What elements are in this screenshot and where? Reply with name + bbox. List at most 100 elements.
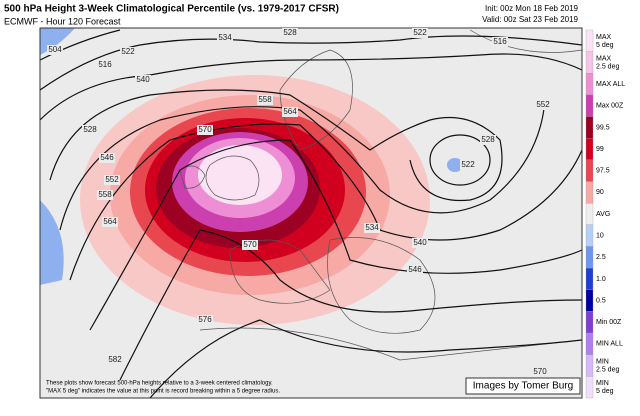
contour-label: 534 [365, 223, 379, 232]
contour-label-bg [460, 160, 476, 170]
map [40, 28, 582, 398]
legend-swatch [585, 51, 594, 74]
legend-swatch [585, 29, 594, 52]
legend-swatch [585, 116, 594, 139]
legend-label: MIN 2.5 deg [596, 358, 619, 373]
contour-label-bg [197, 125, 213, 135]
credit-box [465, 377, 581, 395]
legend-label: MAX 2.5 deg [596, 55, 619, 70]
blue-area [447, 158, 463, 172]
legend-swatch [585, 246, 594, 269]
contour-label-bg [47, 45, 63, 55]
contour-label-bg [135, 75, 151, 85]
contour-label: 534 [218, 33, 232, 42]
contour-label-bg [412, 238, 428, 248]
contour-label: 528 [283, 28, 297, 37]
legend-label: 2.5 [596, 254, 606, 261]
legend-label: 90 [596, 189, 604, 196]
legend-label: MAX ALL [596, 81, 625, 88]
legend-swatch [585, 73, 594, 96]
coastlines [179, 29, 582, 361]
legend-label: 99 [596, 146, 604, 153]
contour-label: 522 [461, 160, 475, 169]
contour-label-bg [120, 47, 136, 57]
contour-label: 504 [48, 45, 62, 54]
contour-label-bg [217, 33, 233, 43]
contour-label-bg [364, 223, 380, 233]
contour-label: 546 [100, 153, 114, 162]
contour-label: 540 [413, 238, 427, 247]
legend-swatch [585, 181, 594, 204]
footnote: These plots show forecast 500-hPa height… [46, 381, 273, 387]
blue-area [40, 200, 64, 285]
contour-label: 570 [243, 240, 257, 249]
legend-label: 10 [596, 232, 604, 239]
legend-swatch [585, 159, 594, 182]
contour-label: 558 [258, 95, 272, 104]
contour-label-bg [282, 28, 298, 38]
legend-swatch [585, 289, 594, 312]
contour-label-bg [532, 367, 548, 377]
contour-label: 564 [103, 217, 117, 226]
legend-label: MIN ALL [596, 341, 623, 348]
legend-swatch [585, 267, 594, 290]
legend-label: MIN 5 deg [596, 380, 614, 395]
contour-label: 576 [198, 315, 212, 324]
footnote: "MAX 5 deg" indicates the value at this … [46, 389, 280, 395]
title: 500 hPa Height 3-Week Climatological Per… [4, 4, 339, 15]
contour-label-bg [407, 265, 423, 275]
contour-label: 522 [121, 47, 135, 56]
contour-label: 540 [136, 75, 150, 84]
legend-label: 0.5 [596, 297, 606, 304]
contour-label: 570 [198, 125, 212, 134]
legend-label: MAX 5 deg [596, 34, 614, 49]
legend-swatch [585, 354, 594, 377]
height-contours [40, 29, 582, 398]
contour-label-bg [412, 28, 428, 38]
contour-label: 552 [536, 100, 550, 109]
contour-label-bg [107, 355, 123, 365]
subtitle: ECMWF - Hour 120 Forecast [4, 16, 121, 26]
contour-label: 528 [481, 135, 495, 144]
legend-label: 97.5 [596, 168, 610, 175]
legend-swatch [585, 311, 594, 334]
contour-label-bg [197, 315, 213, 325]
legend-swatch [585, 376, 594, 399]
legend-swatch [585, 224, 594, 247]
legend-label: Min 00Z [596, 319, 622, 326]
contour-label-bg [242, 240, 258, 250]
contour-label: 570 [533, 367, 547, 376]
legend-label: 1.0 [596, 276, 606, 283]
contour-label-bg [492, 37, 508, 47]
contour-label: 546 [408, 265, 422, 274]
contour-label: 564 [283, 107, 297, 116]
anomaly [198, 145, 282, 205]
legend-swatch [585, 332, 594, 355]
contour-label: 558 [98, 190, 112, 199]
legend-swatch [585, 138, 594, 161]
legend-label: AVG [596, 211, 610, 218]
contour-label: 552 [105, 175, 119, 184]
contour-label-bg [97, 60, 113, 70]
contour-label: 528 [83, 125, 97, 134]
credit: Images by Tomer Burg [473, 381, 573, 392]
contour-label-bg [480, 135, 496, 145]
contour-label-bg [102, 217, 118, 227]
contour-label-bg [257, 95, 273, 105]
legend-swatch [585, 203, 594, 225]
map-frame [39, 27, 583, 399]
contour-label: 516 [98, 60, 112, 69]
contour-label: 516 [493, 37, 507, 46]
contour-label: 522 [413, 28, 427, 37]
contour-label-bg [99, 153, 115, 163]
contour-label-bg [97, 190, 113, 200]
contour-label-bg [104, 175, 120, 185]
contour-label: 582 [108, 355, 122, 364]
contour-label-bg [535, 100, 551, 110]
init-time: Init: 00z Mon 18 Feb 2019 [485, 4, 579, 13]
legend-label: Max 00Z [596, 103, 624, 110]
valid-time: Valid: 00z Sat 23 Feb 2019 [482, 15, 578, 24]
contour-label-bg [282, 107, 298, 117]
legend-swatch [585, 94, 594, 117]
